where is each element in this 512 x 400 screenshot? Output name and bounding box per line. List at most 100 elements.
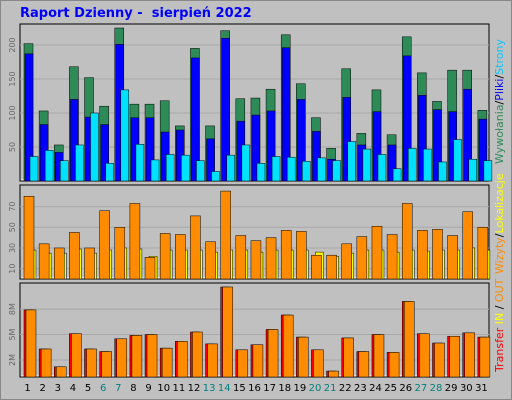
bar-pages-24 [377,154,387,182]
bar-pages-19 [302,161,311,182]
day-label: 24 [369,383,382,394]
bar-pages-21 [332,160,341,182]
bar-pages-12 [196,160,205,182]
bar-files-26 [402,55,412,182]
day-label: 8 [130,383,136,394]
bar-visits-2 [38,243,50,280]
bar-transfer-out-29 [449,335,460,378]
bar-pages-20 [317,157,326,182]
hits-tick-label: 50 [8,142,17,152]
bar-pages-10 [165,154,175,182]
bar-pages-18 [286,156,296,182]
bar-files-4 [70,99,79,182]
legend-part: Strony [493,39,506,75]
day-label: 6 [100,383,106,394]
bar-visits-31 [477,227,489,280]
bar-visits-19 [296,231,307,280]
day-label: 21 [324,383,337,394]
legend-part: Wywołania [493,104,506,164]
day-label: 1 [24,383,30,394]
bar-visits-22 [341,243,352,280]
bar-visits-30 [462,211,473,280]
bar-transfer-out-13 [207,343,218,378]
bar-pages-9 [150,159,160,182]
bar-visits-24 [371,225,383,280]
bar-files-9 [145,117,155,182]
day-label: 11 [172,383,185,394]
day-label: 19 [294,383,307,394]
bar-transfer-out-11 [177,341,188,378]
bar-pages-3 [60,160,69,182]
bar-transfer-out-27 [419,333,430,378]
bar-transfer-out-7 [116,338,128,378]
bar-pages-14 [226,154,235,182]
bar-visits-18 [280,230,292,280]
bar-pages-16 [256,163,266,182]
visits-tick-label: 10 [8,264,17,274]
bar-pages-5 [90,112,99,182]
bar-files-31 [478,118,488,182]
transfer-tick-label: 8M [8,303,17,315]
bar-transfer-out-25 [388,352,400,378]
bar-transfer-out-6 [101,351,112,378]
bar-pages-30 [468,158,477,182]
bar-pages-11 [181,154,190,182]
bar-visits-6 [99,210,110,280]
bar-visits-17 [265,237,277,280]
chart-title: Raport Dzienny - sierpień 2022 [20,6,252,21]
day-label: 27 [415,383,428,394]
bar-pages-2 [44,150,54,182]
bar-transfer-out-31 [479,336,491,378]
bar-visits-14 [220,190,231,280]
legend-part: / [493,100,506,105]
bar-pages-1 [29,156,39,182]
hits-tick-label: 200 [8,37,17,52]
bar-transfer-out-19 [298,336,309,378]
day-label: 18 [278,383,291,394]
legend-hits-files-pages: Wywołania/Pliki/Strony [493,39,506,164]
bar-transfer-out-3 [56,366,67,378]
legend-part: / [493,233,506,238]
bar-transfer-out-10 [161,347,173,378]
bar-files-25 [387,144,397,182]
day-label: 3 [55,383,61,394]
bar-files-20 [312,131,321,182]
bar-transfer-out-24 [373,334,385,378]
bar-visits-27 [417,230,428,280]
bar-visits-11 [175,234,186,280]
bar-visits-7 [114,227,126,280]
bar-pages-29 [453,139,462,182]
day-label: 9 [145,383,151,394]
day-label: 5 [85,383,91,394]
bar-files-14 [221,37,230,182]
day-label: 23 [354,383,367,394]
bar-visits-8 [129,203,141,280]
legend-part: OUT [493,278,506,306]
bar-transfer-out-2 [40,348,52,378]
legend-visits-sites: Wizyty/Lokalizacje [493,173,506,274]
bar-pages-13 [211,171,220,182]
bar-files-28 [433,109,442,182]
day-label: 10 [157,383,170,394]
bar-visits-5 [84,247,95,280]
bar-transfer-out-30 [464,332,475,378]
day-label: 7 [115,383,121,394]
bar-visits-21 [326,254,337,280]
day-label: 14 [218,383,231,394]
bar-visits-28 [432,229,443,280]
bar-visits-10 [159,233,171,280]
bar-transfer-out-12 [192,331,203,378]
bar-transfer-out-23 [358,351,370,378]
bar-files-12 [191,57,200,182]
bar-transfer-out-20 [313,349,324,378]
bar-visits-13 [205,241,216,280]
day-label: 15 [233,383,246,394]
bar-visits-9 [144,257,156,280]
bar-pages-26 [407,148,417,182]
hits-tick-label: 150 [8,71,17,86]
legend-part: Pliki [493,78,506,101]
day-label: 31 [475,383,488,394]
day-label: 16 [248,383,261,394]
bar-visits-26 [401,203,413,280]
bar-transfer-out-26 [403,301,415,378]
